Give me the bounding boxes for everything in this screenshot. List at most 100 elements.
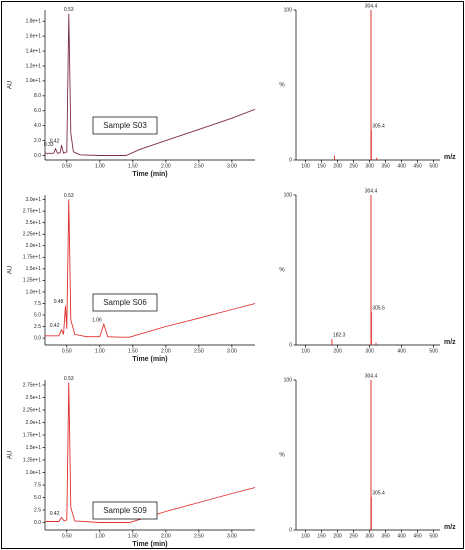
x-tick-label: 2.00 bbox=[161, 163, 171, 169]
x-tick-label: 450 bbox=[413, 163, 422, 169]
x-tick-label: 150 bbox=[317, 163, 326, 169]
x-tick-label: 350 bbox=[381, 163, 390, 169]
x-tick-label: 1.00 bbox=[95, 163, 105, 169]
y-tick-label: 2.0e+1 bbox=[26, 420, 42, 426]
x-tick-label: 1.00 bbox=[95, 533, 105, 539]
peak-label: 0.33 bbox=[44, 142, 54, 148]
y-tick-label: 1.25e+1 bbox=[23, 457, 41, 463]
peak-label: 0.42 bbox=[50, 323, 60, 329]
x-tick-label: 250 bbox=[349, 533, 358, 539]
y-tick-label: 2.5 bbox=[34, 324, 41, 330]
y-tick-label: 2.5e+1 bbox=[26, 220, 42, 226]
x-tick-label: 1.50 bbox=[128, 348, 138, 354]
y-tick-label: 2.0e+1 bbox=[26, 243, 42, 249]
x-axis-label: Time (min) bbox=[132, 356, 167, 363]
peak-label: 304.4 bbox=[365, 3, 378, 9]
x-axis-label: m/z bbox=[444, 154, 456, 161]
peak-label: 0.53 bbox=[64, 193, 74, 199]
x-tick-label: 0.50 bbox=[62, 348, 72, 354]
peak-label: 304.4 bbox=[365, 188, 378, 194]
x-tick-label: 500 bbox=[429, 348, 438, 354]
y-axis-label: AU bbox=[8, 81, 14, 89]
x-tick-label: 400 bbox=[397, 533, 406, 539]
x-tick-label: 200 bbox=[333, 348, 342, 354]
peak-label: 305.4 bbox=[372, 123, 385, 129]
x-tick-label: 450 bbox=[413, 533, 422, 539]
x-tick-label: 300 bbox=[365, 348, 374, 354]
y-axis-label: % bbox=[279, 453, 285, 459]
y-tick-label: 0.0 bbox=[34, 335, 41, 341]
x-tick-label: 1.00 bbox=[95, 348, 105, 354]
x-tick-label: 400 bbox=[397, 163, 406, 169]
trace bbox=[45, 13, 256, 156]
trace bbox=[45, 382, 256, 523]
x-tick-label: 100 bbox=[301, 163, 310, 169]
x-tick-label: 350 bbox=[381, 533, 390, 539]
y-tick-label: 4.0 bbox=[34, 123, 41, 129]
x-axis-label: m/z bbox=[444, 524, 456, 531]
y-tick-label: 0.0 bbox=[34, 153, 41, 159]
y-tick-label: 0 bbox=[289, 527, 292, 533]
sample-label: Sample S03 bbox=[103, 121, 147, 130]
y-tick-label: 1.0e+1 bbox=[26, 470, 42, 476]
y-tick-label: 1.75e+1 bbox=[23, 255, 41, 261]
sample-box bbox=[92, 116, 158, 135]
y-tick-label: 2.0 bbox=[34, 138, 41, 144]
x-axis-label: m/z bbox=[444, 339, 456, 346]
x-tick-label: 3.00 bbox=[227, 163, 237, 169]
y-tick-label: 1.4e+1 bbox=[26, 48, 42, 54]
peak-label: 182.3 bbox=[333, 332, 346, 338]
y-tick-label: 100 bbox=[284, 7, 293, 13]
x-tick-label: 400 bbox=[397, 348, 406, 354]
peak-label: 0.53 bbox=[64, 376, 74, 382]
y-tick-label: 2.75e+1 bbox=[23, 208, 41, 214]
y-tick-label: 6.0 bbox=[34, 108, 41, 114]
y-tick-label: 1.0e+1 bbox=[26, 78, 42, 84]
y-tick-label: 1.25e+1 bbox=[23, 278, 41, 284]
y-tick-label: 2.75e+1 bbox=[23, 382, 41, 388]
x-tick-label: 2.50 bbox=[194, 348, 204, 354]
y-tick-label: 1.75e+1 bbox=[23, 432, 41, 438]
y-axis-label: AU bbox=[8, 451, 14, 459]
x-tick-label: 1.50 bbox=[128, 163, 138, 169]
x-tick-label: 2.50 bbox=[194, 533, 204, 539]
y-tick-label: 0 bbox=[289, 157, 292, 163]
y-tick-label: 2.25e+1 bbox=[23, 232, 41, 238]
y-tick-label: 1.6e+1 bbox=[26, 33, 42, 39]
y-tick-label: 0 bbox=[289, 342, 292, 348]
y-tick-label: 1.5e+1 bbox=[26, 266, 42, 272]
y-tick-label: 2.5e+1 bbox=[26, 395, 42, 401]
x-tick-label: 200 bbox=[333, 163, 342, 169]
peak-label: 1.06 bbox=[92, 318, 102, 324]
sample-box bbox=[92, 501, 158, 520]
y-tick-label: 5.0 bbox=[34, 495, 41, 501]
y-tick-label: 2.5 bbox=[34, 507, 41, 513]
y-tick-label: 7.5 bbox=[34, 482, 41, 488]
x-tick-label: 200 bbox=[333, 533, 342, 539]
peak-label: 305.4 bbox=[372, 490, 385, 496]
y-tick-label: 100 bbox=[284, 192, 293, 198]
y-axis-label: AU bbox=[8, 266, 14, 274]
y-tick-label: 8.0 bbox=[34, 93, 41, 99]
y-axis-label: % bbox=[279, 83, 285, 89]
y-tick-label: 1.5e+1 bbox=[26, 445, 42, 451]
peak-label: 0.53 bbox=[64, 7, 74, 13]
x-tick-label: 3.00 bbox=[227, 348, 237, 354]
y-tick-label: 1.8e+1 bbox=[26, 19, 42, 25]
x-tick-label: 250 bbox=[349, 163, 358, 169]
peak-label: 0.42 bbox=[50, 511, 60, 517]
y-axis-label: % bbox=[279, 268, 285, 274]
peak-label: 304.4 bbox=[365, 373, 378, 379]
x-tick-label: 2.00 bbox=[161, 533, 171, 539]
x-tick-label: 150 bbox=[317, 533, 326, 539]
x-axis-label: Time (min) bbox=[132, 171, 167, 178]
x-tick-label: 2.50 bbox=[194, 163, 204, 169]
peak-label: 0.42 bbox=[50, 138, 60, 144]
y-tick-label: 5.0 bbox=[34, 312, 41, 318]
x-tick-label: 300 bbox=[365, 163, 374, 169]
x-axis-label: Time (min) bbox=[132, 541, 167, 548]
trace bbox=[45, 199, 256, 338]
x-tick-label: 500 bbox=[429, 163, 438, 169]
